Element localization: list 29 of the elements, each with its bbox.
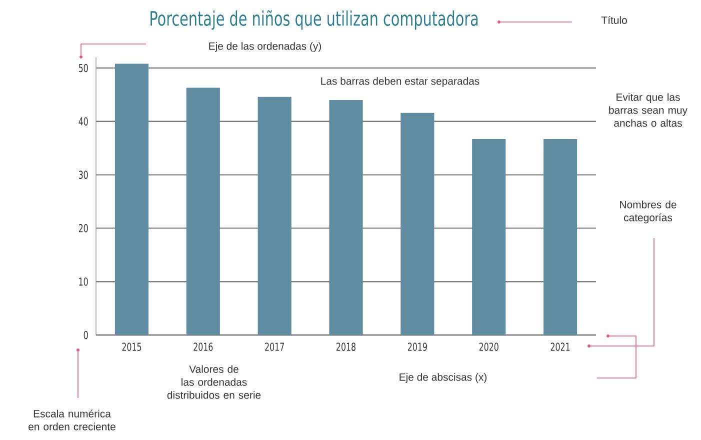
text: Escala numérica en orden creciente: [28, 410, 116, 430]
x-tick-label: 2018: [336, 342, 356, 351]
bar: [186, 88, 220, 335]
y-tick-label: 40: [78, 117, 88, 126]
text: Evitar que las barras sean muy anchas o altas: [609, 93, 688, 127]
bar: [400, 112, 434, 335]
x-tick-label: 2016: [194, 342, 213, 351]
x-tick-label: 2017: [265, 342, 284, 351]
annotation: Las barras deben estar separadas: [321, 77, 480, 87]
x-tick-label: 2021: [550, 342, 570, 351]
bar: [329, 100, 363, 335]
text: Eje de las ordenadas (y): [209, 42, 322, 52]
bar: [472, 139, 506, 335]
x-tick-label: 2015: [122, 342, 142, 351]
text: Valores de las ordenadas distribuidos en serie: [167, 365, 261, 399]
y-tick-label: 10: [79, 277, 88, 286]
chart-title: Porcentaje de niños que utilizan computadora: [150, 10, 478, 30]
x-tick-label: 2020: [479, 342, 498, 351]
y-tick-label: 0: [84, 330, 88, 340]
y-tick-label: 50: [78, 64, 88, 72]
bar: [258, 96, 292, 335]
text: Título: [601, 16, 627, 24]
bar: [114, 64, 149, 335]
y-tick-label: 30: [78, 170, 88, 179]
x-tick-label: 2019: [408, 342, 427, 351]
bar: [544, 139, 578, 335]
text: Eje de abscisas (x): [400, 373, 487, 383]
y-tick-label: 20: [78, 224, 88, 232]
text: Nombres de categorías: [620, 200, 676, 224]
